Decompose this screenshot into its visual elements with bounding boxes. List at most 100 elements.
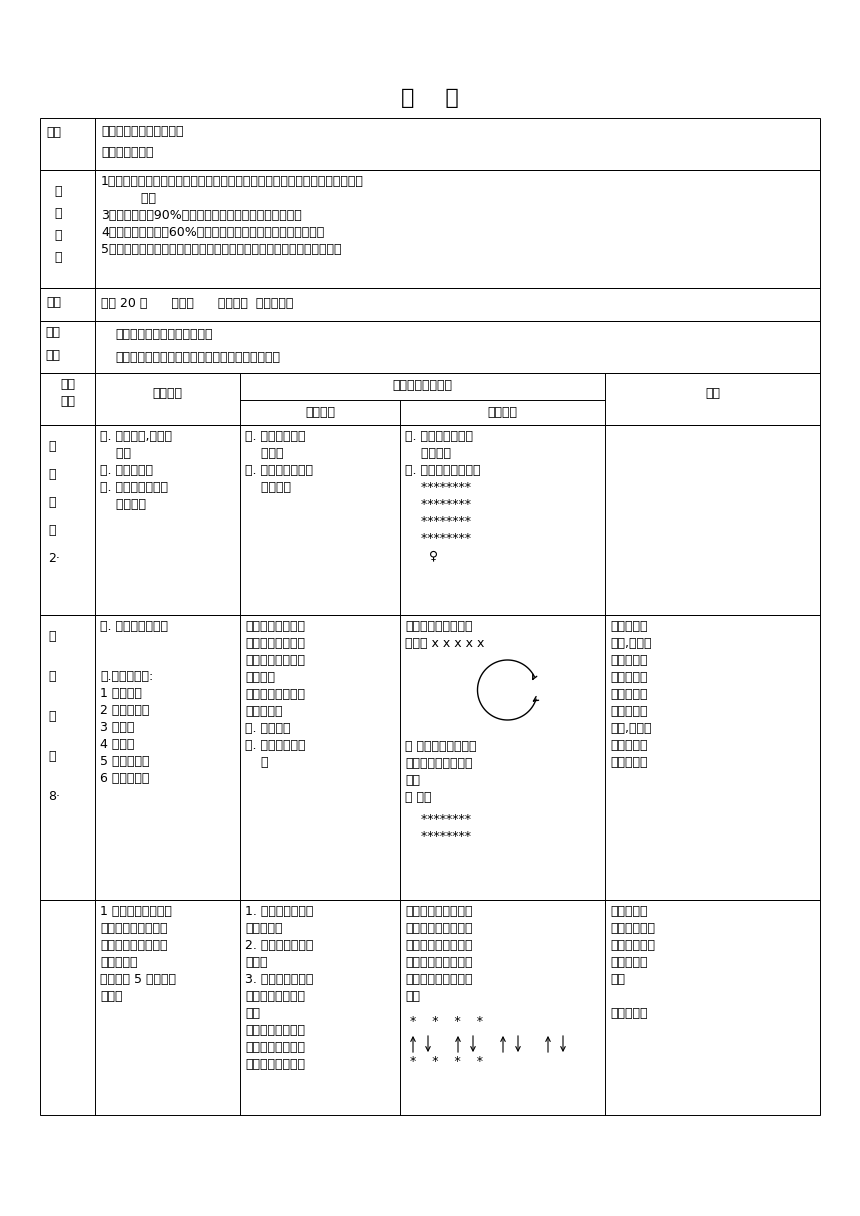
- Text: 足球 20 个      足球场      哨子一只  标志物数个: 足球 20 个 足球场 哨子一只 标志物数个: [101, 297, 293, 310]
- Text: 师的引导下，: 师的引导下，: [610, 939, 655, 952]
- Text: 全心投入。: 全心投入。: [610, 688, 648, 700]
- Text: 一. 体委整队,报告人: 一. 体委整队,报告人: [100, 430, 172, 443]
- Text: 2. 给学生做正确示: 2. 给学生做正确示: [245, 939, 313, 952]
- Text: 掌握程度，可自行选: 掌握程度，可自行选: [405, 939, 472, 952]
- Text: 3、知识目标：90%的学生掌握脚内侧传球的要领及要求: 3、知识目标：90%的学生掌握脚内侧传球的要领及要求: [101, 209, 302, 223]
- Text: 动作: 动作: [245, 1007, 260, 1020]
- Text: 精神饱满。: 精神饱满。: [245, 705, 282, 717]
- Text: 一. 示范讲解: 一. 示范讲解: [245, 722, 291, 734]
- Text: 学生学习: 学生学习: [488, 406, 518, 420]
- Text: 教: 教: [54, 185, 62, 198]
- Text: 体差异，在教: 体差异，在教: [610, 922, 655, 935]
- Text: 内容: 内容: [46, 126, 61, 139]
- Text: 习。: 习。: [610, 973, 625, 986]
- Text: 1 扩胸运动: 1 扩胸运动: [100, 687, 142, 700]
- Text: 标和要求: 标和要求: [100, 499, 146, 511]
- Text: 度，可自行选择一: 度，可自行选择一: [245, 1058, 305, 1071]
- Text: 教具: 教具: [46, 295, 61, 309]
- Text: ********: ********: [405, 516, 471, 528]
- Text: 3 外摆腿: 3 外摆腿: [100, 721, 134, 734]
- Text: 精神饱满: 精神饱满: [245, 671, 275, 683]
- Text: 目: 目: [54, 229, 62, 242]
- Text: 二. 用口令指挥练: 二. 用口令指挥练: [245, 739, 305, 751]
- Text: 4 内摆腿: 4 内摆腿: [100, 738, 134, 751]
- Text: ********: ********: [405, 814, 471, 826]
- Text: 2 正踢腿运动: 2 正踢腿运动: [100, 704, 150, 717]
- Text: 难点: 难点: [45, 349, 60, 362]
- Text: 二 队形: 二 队形: [405, 790, 432, 804]
- Text: 二. 教法：教师用口: 二. 教法：教师用口: [245, 465, 313, 477]
- Text: *    *    *    *: * * * *: [410, 1015, 483, 1028]
- Text: 位模仿练习: 位模仿练习: [100, 956, 138, 969]
- Text: 一 要求：模仿动作要: 一 要求：模仿动作要: [405, 741, 476, 753]
- Text: 脚内侧传接球（地滚球）: 脚内侧传接球（地滚球）: [101, 125, 183, 137]
- Text: 部分: 部分: [60, 395, 75, 409]
- Text: 标: 标: [54, 250, 62, 264]
- Text: 定球，做脚内侧踢球: 定球，做脚内侧踢球: [100, 922, 168, 935]
- Text: 到位，听口令进行练: 到位，听口令进行练: [405, 758, 472, 770]
- Text: 根据自身能力、技术: 根据自身能力、技术: [405, 922, 472, 935]
- Text: 备注: 备注: [705, 387, 720, 400]
- Text: *    *    *    *: * * * *: [410, 1055, 483, 1068]
- Text: 传接球: 传接球: [100, 990, 122, 1003]
- Text: 数。: 数。: [100, 447, 131, 460]
- Text: 调动学生积: 调动学生积: [610, 620, 648, 634]
- Text: 情: 情: [48, 630, 56, 643]
- Text: 二. 要求：快、静、齐: 二. 要求：快、静、齐: [405, 465, 481, 477]
- Text: 回辅导，纠正错误: 回辅导，纠正错误: [245, 990, 305, 1003]
- Text: 练习: 练习: [405, 990, 420, 1003]
- Text: 学生自主练: 学生自主练: [610, 956, 648, 969]
- Text: 3. 学生练习时，巡: 3. 学生练习时，巡: [245, 973, 313, 986]
- Text: 课的: 课的: [60, 378, 75, 392]
- Text: 分: 分: [48, 524, 56, 537]
- Text: 支撑腿战位及踢球部: 支撑腿战位及踢球部: [100, 939, 168, 952]
- Text: 习: 习: [245, 756, 268, 769]
- Text: 要求：队伍整齐，精: 要求：队伍整齐，精: [405, 620, 472, 634]
- Text: 从上课的第: 从上课的第: [610, 654, 648, 668]
- Text: 针对足球的: 针对足球的: [610, 705, 648, 717]
- Text: 有专项性的: 有专项性的: [610, 739, 648, 751]
- Text: 令指挥。: 令指挥。: [245, 482, 291, 494]
- Text: 1. 讲解脚内侧正面: 1. 讲解脚内侧正面: [245, 905, 313, 918]
- Text: 一. 组织全班成四: 一. 组织全班成四: [245, 430, 305, 443]
- Text: 首、队中、队尾督: 首、队中、队尾督: [245, 637, 305, 651]
- Text: 教师带队，位于队: 教师带队，位于队: [245, 620, 305, 634]
- Text: 教师设置多: 教师设置多: [610, 1007, 648, 1020]
- Text: 范动作: 范动作: [245, 956, 267, 969]
- Bar: [40, 288, 820, 321]
- Text: 脚内侧传接球技术动作学习。: 脚内侧传接球技术动作学习。: [115, 328, 212, 340]
- Text: 三. 提出本课教学目: 三. 提出本课教学目: [100, 482, 168, 494]
- Text: 二.行进徒手操:: 二.行进徒手操:: [100, 670, 153, 683]
- Text: 入: 入: [48, 750, 56, 762]
- Bar: [40, 900, 820, 1115]
- Text: 根据学生个: 根据学生个: [610, 905, 648, 918]
- Text: 极性,使学生: 极性,使学生: [610, 637, 652, 651]
- Text: ♀: ♀: [405, 548, 438, 562]
- Bar: [40, 373, 820, 426]
- Text: ********: ********: [405, 499, 471, 511]
- Text: 要求学生根据自身: 要求学生根据自身: [245, 1024, 305, 1037]
- Text: ********: ********: [405, 831, 471, 843]
- Bar: [40, 426, 820, 615]
- Text: 要求：声音洪亮，: 要求：声音洪亮，: [245, 688, 305, 700]
- Text: 一分钟就能: 一分钟就能: [610, 671, 648, 683]
- Text: 一. 绕操场标志四圈: 一. 绕操场标志四圈: [100, 620, 168, 634]
- Text: 脚内侧传接球动作的正确性、传球的方向性和力量: 脚内侧传接球动作的正确性、传球的方向性和力量: [115, 351, 280, 364]
- Text: 特点,设计具: 特点,设计具: [610, 722, 652, 734]
- Text: 2·: 2·: [48, 552, 60, 565]
- Bar: [40, 118, 820, 170]
- Text: ********: ********: [405, 533, 471, 545]
- Text: 横队整队: 横队整队: [405, 447, 451, 460]
- Text: 学: 学: [54, 207, 62, 220]
- Bar: [40, 170, 820, 288]
- Text: 迎面间隔 5 米脚内侧: 迎面间隔 5 米脚内侧: [100, 973, 176, 986]
- Text: 促学生队伍整齐，: 促学生队伍整齐，: [245, 654, 305, 668]
- Text: 重点: 重点: [45, 326, 60, 339]
- Text: 开: 开: [48, 440, 56, 454]
- Text: 8·: 8·: [48, 790, 60, 803]
- Text: 组织教法和学练法: 组织教法和学练法: [392, 379, 452, 392]
- Text: 5、情感目标：培养学生勇敢、机智、果断、密切配合的集体主义精神。: 5、情感目标：培养学生勇敢、机智、果断、密切配合的集体主义精神。: [101, 243, 341, 257]
- Text: 传接球技术: 传接球技术: [245, 922, 282, 935]
- Text: 择一脚出球或停球接: 择一脚出球或停球接: [405, 956, 472, 969]
- Text: 二. 师生问好。: 二. 师生问好。: [100, 465, 153, 477]
